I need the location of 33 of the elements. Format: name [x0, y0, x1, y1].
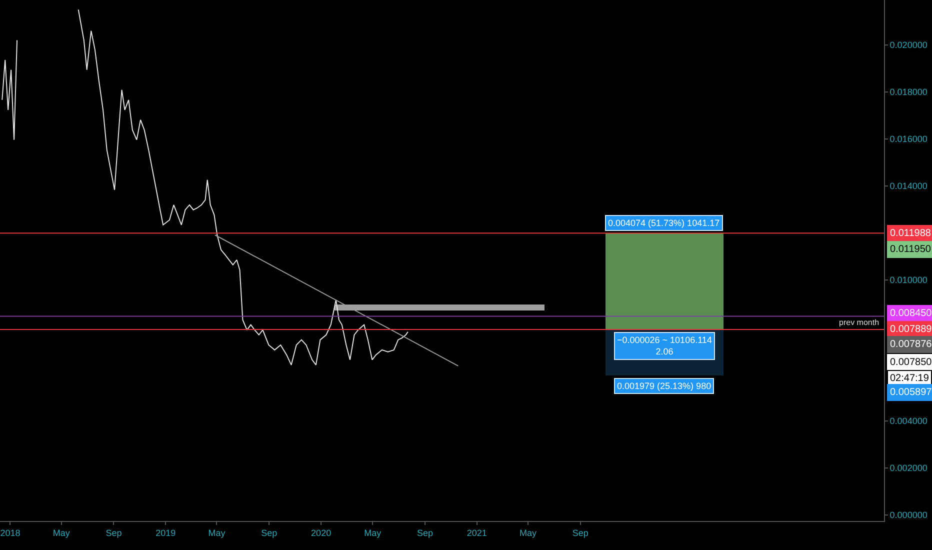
x-tick-label: May [208, 528, 226, 538]
text: 0.005897 [890, 387, 932, 398]
y-tick-label: 0.018000 [890, 87, 928, 98]
annotation: 0.004074 (51.73%) 1041.17 [608, 218, 720, 228]
y-tick-label: 0.016000 [890, 134, 928, 144]
text: 0.008450 [890, 308, 932, 319]
x-tick-label: 2019 [156, 528, 176, 538]
x-tick-label: 2021 [466, 528, 487, 538]
y-tick-label: 0.002000 [890, 463, 928, 474]
x-tick-label: Sep [572, 528, 588, 538]
x-tick-label: 2020 [311, 528, 332, 538]
text: 0.007889 [890, 324, 932, 335]
x-tick-label: Sep [106, 528, 122, 538]
text: 0.007876 [890, 339, 932, 350]
y-tick-label: 0.010000 [890, 275, 928, 286]
y-tick-label: 0.004000 [890, 416, 928, 426]
x-tick-label: May [520, 528, 538, 538]
y-tick-label: 0.020000 [890, 40, 928, 50]
annotation: −0.000026 ~ 10106.114 2.06 [617, 335, 712, 357]
x-tick-label: 2018 [0, 528, 20, 538]
text: 02:47:19 [890, 373, 930, 384]
y-tick-label: 0.014000 [890, 181, 928, 192]
text: 0.011950 [890, 244, 932, 255]
x-tick-label: May [364, 528, 382, 538]
text: 0.011988 [890, 228, 932, 239]
text: 0.007850 [890, 357, 932, 368]
annotation: 0.001979 (25.13%) 980 [617, 381, 712, 391]
x-tick-label: Sep [261, 528, 278, 538]
bar [605, 233, 724, 329]
y-tick-label: 0.000000 [890, 510, 928, 520]
x-tick-label: May [52, 528, 70, 538]
ref-line-label: prev month [839, 318, 880, 327]
x-tick-label: Sep [416, 528, 433, 538]
